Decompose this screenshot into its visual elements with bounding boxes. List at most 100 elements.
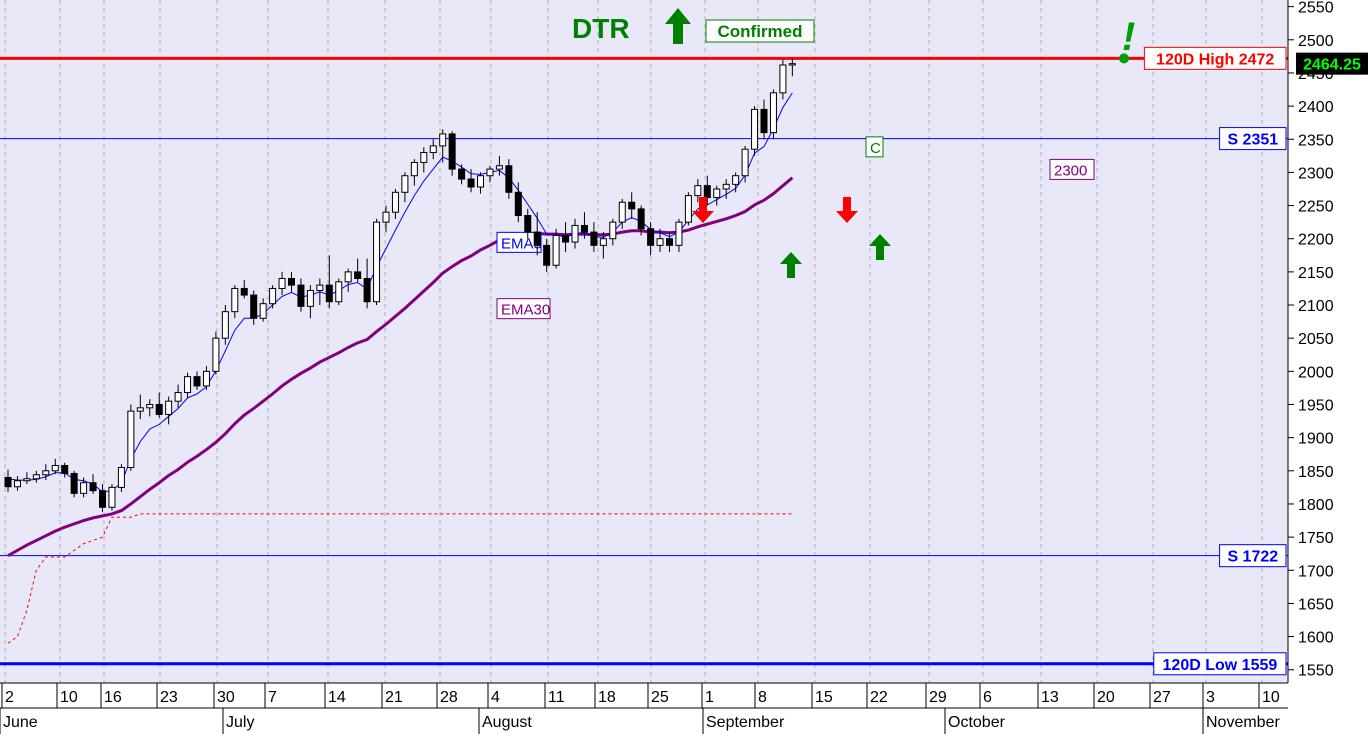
level-badge: [1143, 46, 1287, 70]
price-tick-label: 2350: [1298, 132, 1334, 149]
ema5-label-box: [496, 231, 542, 253]
candle-body: [439, 133, 447, 147]
lower-stop-line: [7, 513, 793, 644]
price-tick-label: 2250: [1298, 199, 1334, 216]
candle-body: [486, 168, 494, 177]
candle-body: [259, 303, 267, 319]
up-arrow-icon: [665, 8, 691, 44]
day-label: 20: [1097, 689, 1115, 706]
ema5-label: EMA5: [501, 235, 542, 252]
candle-body: [505, 165, 513, 193]
day-label: 30: [217, 689, 235, 706]
candle-body: [666, 238, 673, 246]
day-label: 10: [1262, 689, 1280, 706]
price-tick-label: 1700: [1298, 563, 1334, 580]
sell-arrow-icon: [836, 197, 858, 223]
candle-body: [278, 278, 286, 289]
candle-body: [354, 271, 362, 280]
candle-body: [42, 470, 50, 476]
candle-body: [373, 221, 381, 303]
candle-body: [694, 185, 702, 197]
candle-body: [61, 465, 69, 474]
candle-body: [571, 224, 579, 243]
candle-body: [136, 407, 144, 412]
candle-body: [741, 148, 749, 177]
candle-body: [288, 278, 295, 286]
candle-body: [703, 185, 711, 199]
candle-body: [51, 465, 59, 472]
ema5-line: [7, 92, 793, 493]
price-tick-label: 2000: [1298, 364, 1334, 381]
day-label: 10: [60, 689, 78, 706]
price-tick-label: 1550: [1298, 663, 1334, 680]
candle-body: [382, 211, 390, 223]
sell-arrow-icon: [692, 197, 714, 223]
price-tick-label: 2100: [1298, 298, 1334, 315]
candles: [4, 58, 796, 512]
price-tick-label: 1900: [1298, 431, 1334, 448]
day-label: 28: [440, 689, 458, 706]
time-axis: 2 10 16 23 30 7 14 21 28 4 11 18 25 1 8 15 22 29 6 13 20 27 3 1…: [0, 682, 1288, 734]
candle-body: [495, 165, 503, 170]
candle-body: [240, 287, 248, 296]
candle-body: [89, 482, 97, 492]
candle-body: [316, 284, 324, 291]
candle-body: [477, 175, 484, 188]
candle-body: [543, 244, 551, 266]
price-axis: 1550 1600 1650 1700 1750 1800 1850 1900 1950 2000…: [1287, 0, 1368, 683]
candle-body: [335, 281, 343, 303]
candle-body: [4, 476, 12, 488]
month-label: November: [1206, 714, 1280, 731]
candle-body: [117, 466, 125, 488]
month-label: August: [482, 714, 532, 731]
candle-body: [325, 284, 333, 303]
candle-body: [599, 238, 607, 246]
candle-body: [99, 490, 106, 508]
plot-background: [0, 0, 1288, 683]
level-badge: [1219, 127, 1287, 151]
candle-body: [420, 152, 428, 163]
trailing-stops: [7, 513, 793, 644]
price-tick-label: 2050: [1298, 331, 1334, 348]
day-label: 4: [491, 689, 500, 706]
level-label: S 1722: [1227, 549, 1278, 566]
price-tick-label: 1600: [1298, 630, 1334, 647]
candle-body: [306, 289, 314, 307]
signal-arrows: [692, 53, 1129, 278]
current-price-label: 2464.25: [1303, 57, 1361, 74]
price-tick-label: 1650: [1298, 596, 1334, 613]
candle-body: [231, 287, 239, 313]
day-label: 22: [870, 689, 888, 706]
month-label: October: [948, 714, 1006, 731]
high-marker: [1119, 53, 1129, 64]
candle-body: [514, 191, 522, 217]
candle-body: [722, 183, 730, 190]
axis-background: [1288, 0, 1368, 734]
month-label: June: [3, 714, 38, 731]
day-label: 3: [1206, 689, 1215, 706]
day-label: 11: [548, 689, 565, 706]
candle-body: [458, 168, 466, 180]
candle-body: [410, 161, 418, 177]
price-tick-label: 1850: [1298, 464, 1334, 481]
candle-body: [269, 287, 277, 305]
current-price-box: [1296, 52, 1368, 75]
price-tick-label: 1750: [1298, 530, 1334, 547]
price-tick-label: 2150: [1298, 265, 1334, 282]
candle-body: [533, 231, 541, 246]
level-label: 120D High 2472: [1156, 51, 1274, 68]
candle-body: [165, 400, 173, 415]
day-label: 18: [598, 689, 616, 706]
candle-body: [647, 228, 655, 246]
day-label: 14: [328, 689, 346, 706]
candle-body: [628, 201, 636, 210]
price-tick-label: 2300: [1298, 165, 1334, 182]
candle-body: [193, 376, 201, 387]
confirm-marker-box: [865, 136, 884, 158]
candle-body: [80, 482, 88, 494]
day-label: 1: [705, 689, 714, 706]
level-badge: [1219, 544, 1287, 568]
candle-body: [174, 392, 182, 402]
